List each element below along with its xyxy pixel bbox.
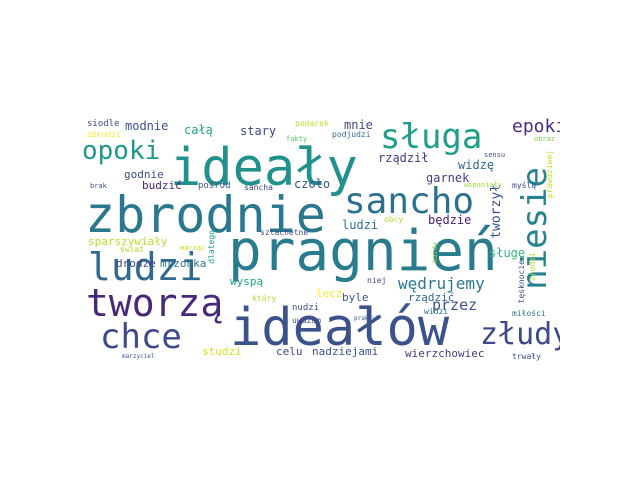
word-wyspa: wyspą (230, 275, 264, 288)
word-podarek: podarek (295, 119, 329, 128)
word-posrod: pośród (198, 181, 231, 191)
word-tworzyl: tworzył (489, 184, 504, 239)
word-pragnien: pragnień (228, 219, 498, 284)
word-trwaly: trwały (512, 352, 541, 361)
word-sensu: sensu (484, 151, 506, 159)
word-wedrujemy: wędrujemy (398, 274, 485, 293)
word-widzi: widzi (424, 307, 449, 316)
word-godnie: godnie (124, 168, 164, 181)
word-sancho: sancho (344, 181, 475, 222)
word-byle: byle (342, 291, 369, 304)
word-marzyciel: marzyciel (122, 353, 155, 360)
word-rzadzil: rządził (378, 151, 429, 165)
word-obraz: obraz (534, 135, 556, 143)
word-idealy: ideały (170, 138, 358, 198)
word-siodle: siodle (87, 119, 120, 129)
word-wspanialy: wspaniały (464, 181, 502, 189)
word-sancha: sancha (244, 183, 273, 192)
word-epoki: epoki (512, 116, 560, 137)
word-wierzchowiec: wierzchowiec (405, 347, 485, 360)
word-studzi: studzi (202, 345, 242, 358)
word-cala: całą (184, 123, 213, 137)
word-marzac: marząc (180, 244, 206, 252)
word-zbrudzi: zbrudzi (87, 130, 121, 139)
word-nadziejami: nadziejami (312, 345, 379, 358)
word-celu: celu (276, 345, 303, 358)
word-tworza: tworzą (86, 281, 224, 325)
word-modnie: modnie (125, 119, 169, 133)
word-mysla: myślą (512, 181, 537, 190)
word-uwazam: uważam (292, 316, 321, 325)
word-swiat: świat (120, 245, 145, 254)
word-fakty: fakty (286, 135, 308, 143)
word-kazdy: każdy (431, 242, 439, 264)
word-dlatego: dlatego (207, 230, 216, 264)
word-ktory: który (252, 294, 277, 303)
word-mrzonka: mrzonka (160, 257, 207, 270)
word-opoki: opoki (82, 136, 161, 166)
word-brak: brak (90, 182, 107, 190)
word-nudzi: nudzi (292, 303, 320, 313)
word-cloud: ideały zbrodnie pragnień ideałów sługa s… (80, 112, 560, 368)
word-szlachetne: szlachetne (260, 228, 309, 237)
word-bedzie: będzie (428, 213, 472, 227)
word-praktyk: praktyk (354, 315, 380, 322)
word-sluga: sługa (380, 117, 483, 157)
word-sluge: sługę (489, 246, 526, 260)
word-lecz: lecz (316, 287, 343, 300)
word-ludzi2: ludzi (342, 218, 379, 232)
word-sparszywialy: sparszywiały (88, 235, 168, 248)
word-chce: chce (100, 317, 182, 357)
word-niej: niej (367, 276, 387, 285)
word-czolo: czoło (294, 177, 331, 191)
word-zrodzi: zrodzi (528, 252, 537, 281)
word-zbrodnie: zbrodnie (85, 186, 326, 244)
word-widze: widzę (458, 158, 495, 172)
word-milosci: miłości (512, 309, 546, 318)
word-drodze: drodze (116, 257, 156, 270)
word-podjudzi: podjudzi (332, 130, 371, 139)
word-budzic: budzić (142, 179, 182, 192)
word-rzadzic: rządzić (408, 291, 455, 304)
word-zludy: złudy (480, 317, 560, 352)
word-tesknocie: tęsknocie (517, 260, 526, 304)
word-obcy: obcy (384, 215, 404, 224)
word-idealow: ideałów (230, 298, 450, 358)
word-stary: stary (240, 124, 277, 138)
word-przez: przez (432, 296, 478, 314)
word-ludzi: ludzi (88, 245, 203, 289)
word-garnek: garnek (426, 171, 470, 185)
word-prawdziwej: prawdziwej (545, 150, 554, 199)
word-mnie: mnie (344, 118, 373, 132)
